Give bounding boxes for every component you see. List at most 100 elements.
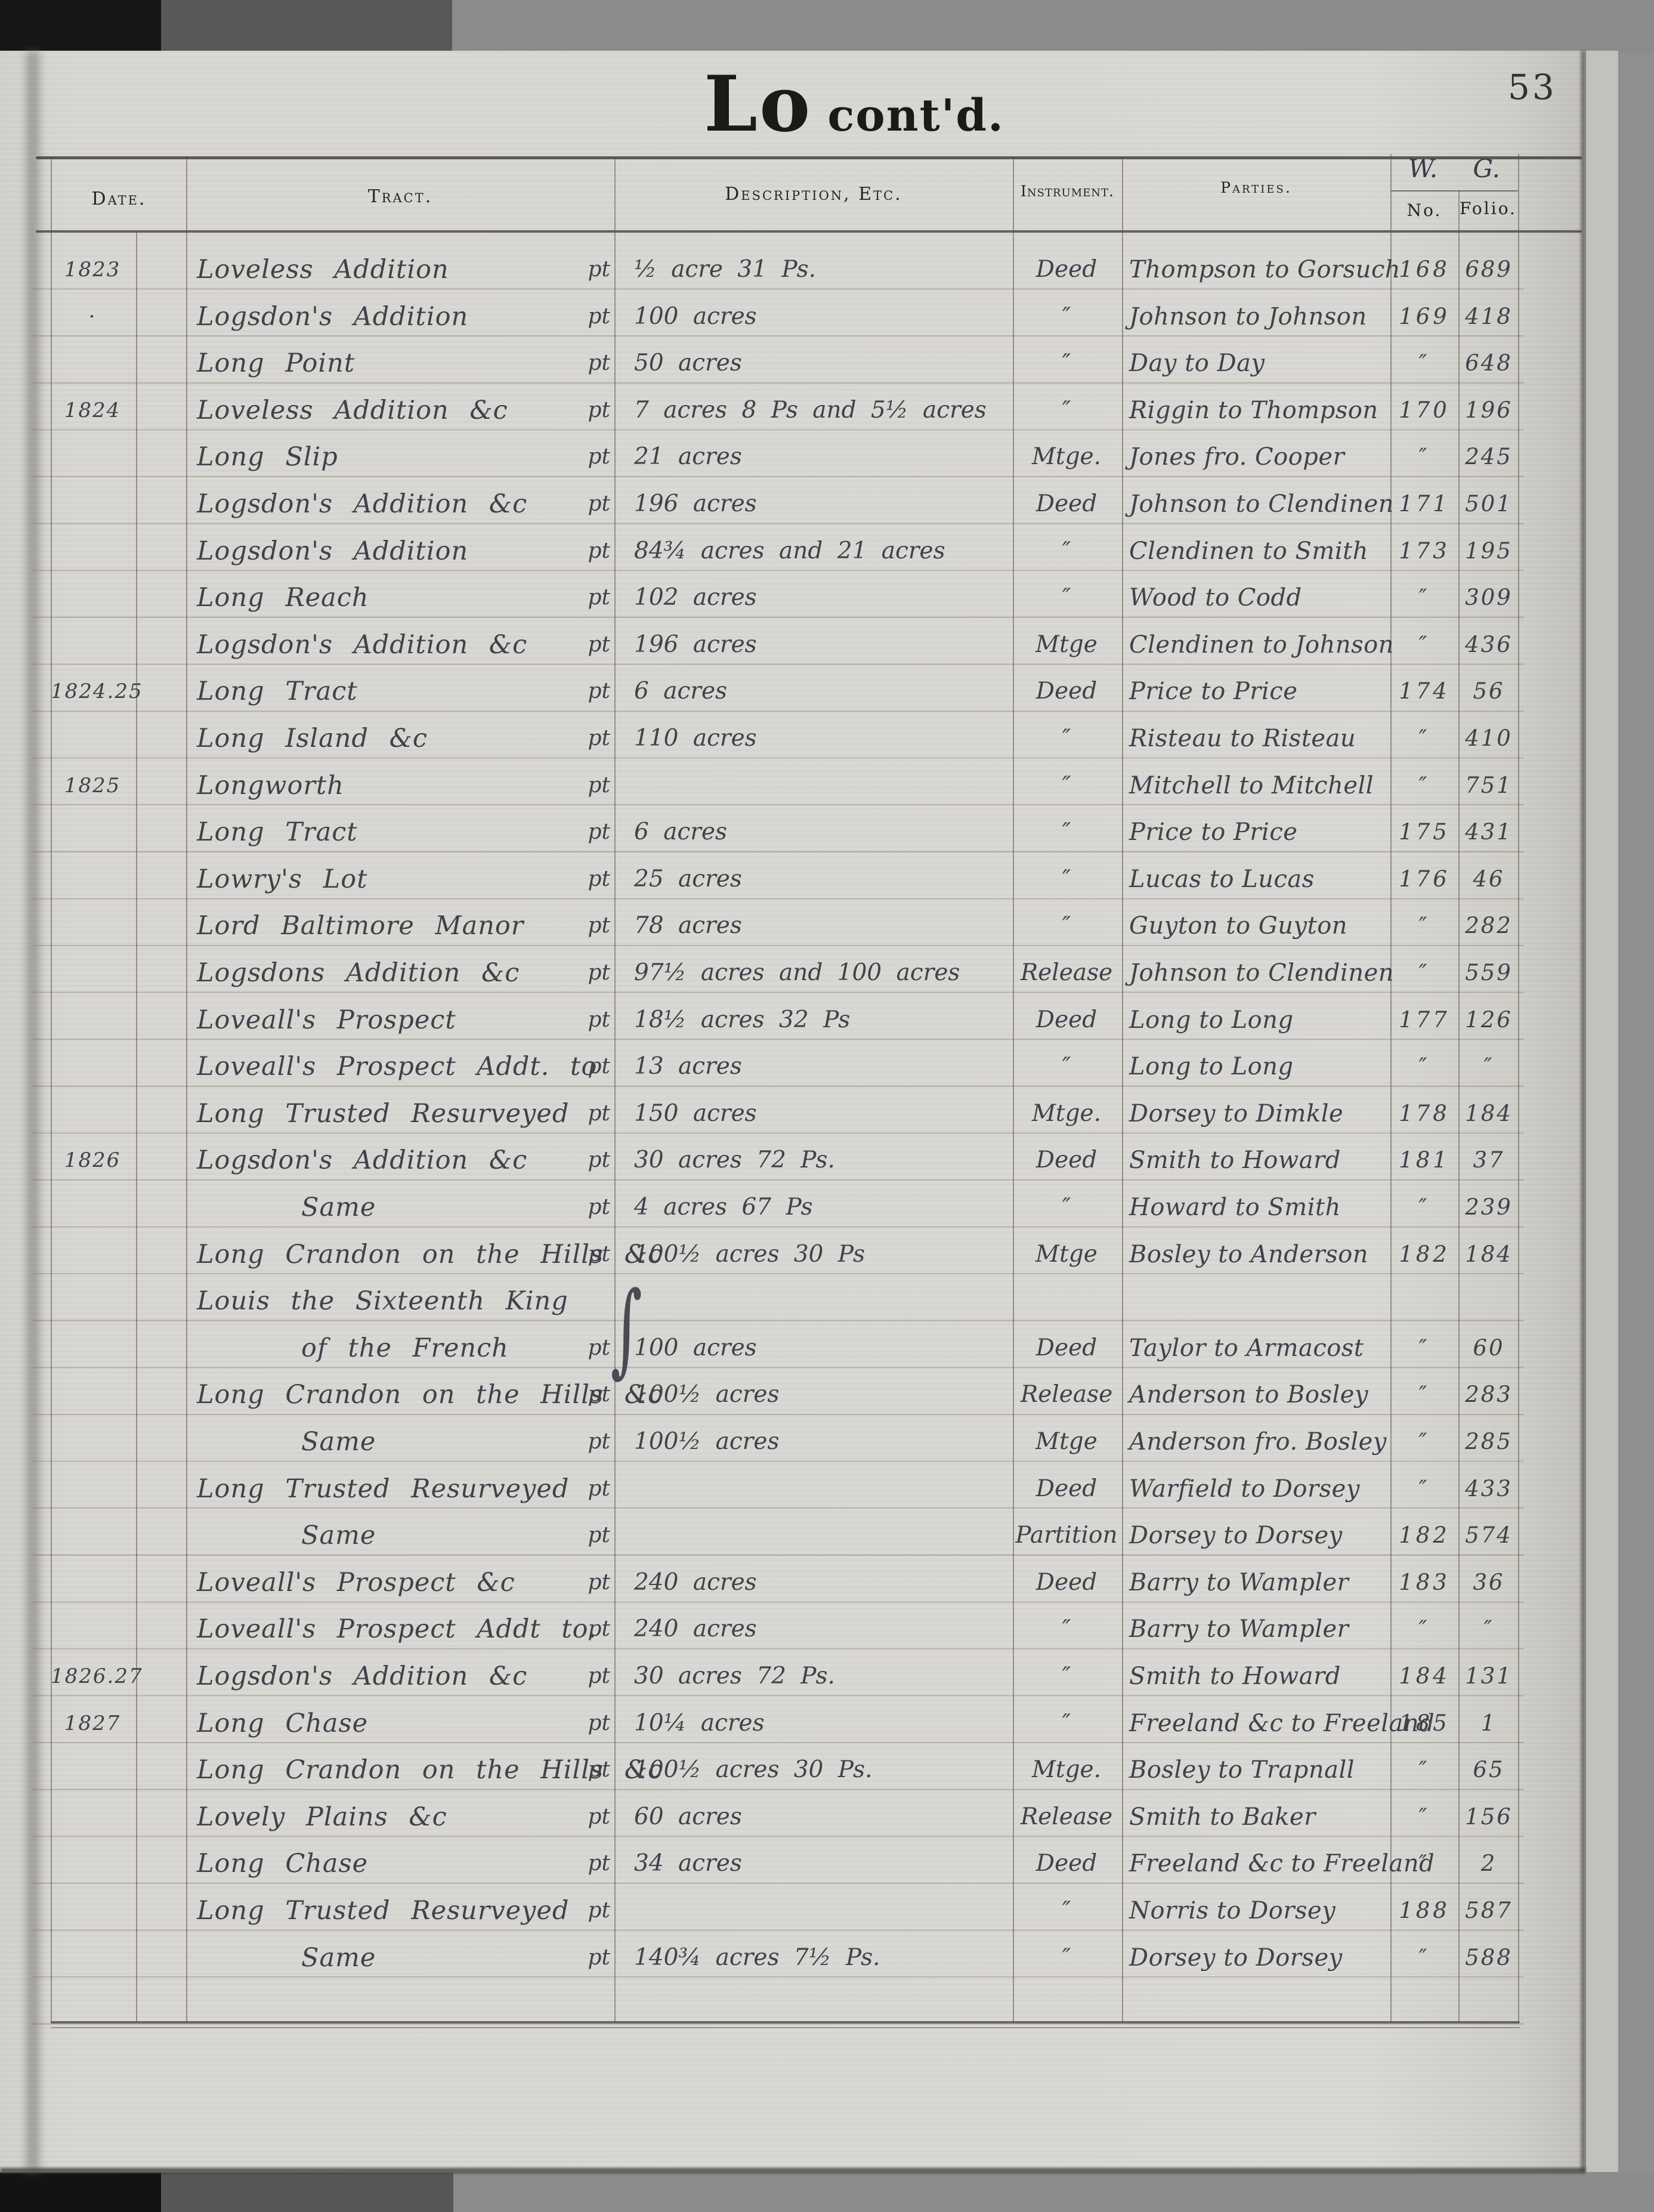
feint-rules bbox=[33, 243, 1524, 2029]
cell-parties: Clendinen to Smith bbox=[1129, 537, 1368, 565]
cell-description: 100 acres bbox=[634, 1334, 757, 1361]
cell-parties: Barry to Wampler bbox=[1129, 1568, 1349, 1596]
cell-folio: 126 bbox=[1465, 1006, 1513, 1033]
cell-folio: 418 bbox=[1465, 303, 1513, 329]
cell-description: 30 acres 72 Ps. bbox=[634, 1147, 835, 1174]
cell-parties: Riggin to Thompson bbox=[1129, 396, 1378, 424]
cell-no: ″ bbox=[1418, 913, 1430, 939]
cell-folio: 65 bbox=[1473, 1757, 1505, 1783]
cell-folio: 60 bbox=[1473, 1334, 1505, 1361]
cell-folio: 1 bbox=[1480, 1710, 1497, 1736]
cell-pt-mark: pt bbox=[588, 538, 610, 563]
cell-folio: 431 bbox=[1465, 819, 1513, 845]
cell-instrument: ″ bbox=[1062, 537, 1071, 564]
ledger-row: Logsdon's Addition &c pt 196 acres Deed … bbox=[0, 477, 1585, 532]
cell-pt-mark: pt bbox=[588, 1757, 610, 1782]
cell-parties: Taylor to Armacost bbox=[1129, 1334, 1364, 1362]
header-top-rule bbox=[36, 156, 1582, 159]
cell-pt-mark: pt bbox=[588, 492, 610, 516]
cell-tract: Same bbox=[301, 1942, 376, 1973]
cell-pt-mark: pt bbox=[588, 866, 610, 891]
ledger-row: 1823 Loveless Addition pt ½ acre 31 Ps. … bbox=[0, 242, 1585, 297]
cell-tract: Long Crandon on the Hills &c bbox=[197, 1755, 663, 1785]
cell-parties: Anderson fro. Bosley bbox=[1129, 1428, 1387, 1456]
cell-parties: Thompson to Gorsuch bbox=[1129, 256, 1401, 283]
cell-instrument: Mtge. bbox=[1031, 443, 1102, 471]
column-header-parties: Parties. bbox=[1220, 179, 1292, 196]
cell-parties: Smith to Howard bbox=[1129, 1147, 1341, 1175]
cell-parties: Bosley to Trapnall bbox=[1129, 1756, 1355, 1784]
cell-instrument: Deed bbox=[1035, 490, 1097, 517]
title-main: Lo bbox=[704, 60, 812, 149]
cell-date: 1824.25 bbox=[51, 679, 143, 704]
cell-instrument: Release bbox=[1020, 1381, 1113, 1408]
ledger-row: Same pt 100½ acres Mtge Anderson fro. Bo… bbox=[0, 1414, 1585, 1469]
cell-pt-mark: pt bbox=[588, 1007, 610, 1032]
ledger-row: Long Point pt 50 acres ″ Day to Day ″ 64… bbox=[0, 336, 1585, 391]
column-header-date: Date. bbox=[91, 189, 147, 209]
ledger-row: Logsdon's Addition &c pt 196 acres Mtge … bbox=[0, 617, 1585, 672]
cell-instrument: ″ bbox=[1062, 1897, 1071, 1924]
cell-tract: Long Trusted Resurveyed bbox=[197, 1896, 570, 1926]
cell-date: 1826 bbox=[64, 1148, 121, 1173]
ledger-row: Logsdon's Addition pt 84¾ acres and 21 a… bbox=[0, 524, 1585, 579]
cell-parties: Clendinen to Johnson bbox=[1129, 631, 1395, 659]
cell-tract: Lord Baltimore Manor bbox=[197, 911, 524, 941]
wg-underline bbox=[1391, 190, 1518, 191]
cell-folio: ″ bbox=[1483, 1616, 1494, 1642]
cell-instrument: ″ bbox=[1062, 1663, 1071, 1689]
cell-parties: Bosley to Anderson bbox=[1129, 1240, 1369, 1268]
cell-parties: Johnson to Johnson bbox=[1129, 302, 1367, 330]
cell-tract: Long Point bbox=[197, 348, 355, 379]
cell-tract: Loveall's Prospect Addt to. bbox=[197, 1614, 597, 1645]
cell-tract: Long Reach bbox=[197, 583, 369, 613]
cell-pt-mark: pt bbox=[588, 1945, 610, 1970]
cell-folio: 588 bbox=[1465, 1944, 1513, 1970]
column-header-wg: W. G. bbox=[1408, 154, 1500, 183]
cell-description: 150 acres bbox=[634, 1099, 757, 1127]
cell-parties: Risteau to Risteau bbox=[1129, 725, 1356, 752]
cell-instrument: ″ bbox=[1062, 396, 1071, 424]
ledger-row: Same pt 4 acres 67 Ps ″ Howard to Smith … bbox=[0, 1180, 1585, 1235]
cell-pt-mark: pt bbox=[588, 1710, 610, 1735]
cell-tract: Logsdon's Addition bbox=[197, 536, 469, 566]
ledger-row: Long Tract pt 6 acres ″ Price to Price 1… bbox=[0, 805, 1585, 860]
cell-folio: 184 bbox=[1465, 1100, 1513, 1126]
cell-no: ″ bbox=[1418, 1194, 1430, 1220]
ledger-row: Long Trusted Resurveyed pt ″ Norris to D… bbox=[0, 1883, 1585, 1938]
cell-tract: Logsdon's Addition &c bbox=[197, 1661, 528, 1691]
cell-instrument: ″ bbox=[1062, 912, 1071, 940]
cell-description: 6 acres bbox=[634, 678, 728, 705]
cell-pt-mark: pt bbox=[588, 1195, 610, 1219]
cell-folio: 501 bbox=[1465, 491, 1513, 517]
cell-no: ″ bbox=[1418, 1429, 1430, 1454]
cell-parties: Johnson to Clendinen bbox=[1129, 959, 1395, 987]
cell-folio: 436 bbox=[1465, 631, 1513, 657]
cell-folio: 587 bbox=[1465, 1898, 1513, 1923]
cell-folio: 46 bbox=[1473, 866, 1505, 892]
ledger-row: Loveall's Prospect &c pt 240 acres Deed … bbox=[0, 1555, 1585, 1610]
cell-date: 1825 bbox=[64, 773, 121, 798]
cell-description: 100½ acres 30 Ps. bbox=[634, 1756, 873, 1784]
cell-instrument: ″ bbox=[1062, 725, 1071, 752]
ledger-row: 1827 Long Chase pt 10¼ acres ″ Freeland … bbox=[0, 1696, 1585, 1751]
cell-tract: Logsdons Addition &c bbox=[197, 958, 520, 988]
cell-no: ″ bbox=[1418, 1616, 1430, 1642]
cell-folio: 433 bbox=[1465, 1475, 1513, 1502]
cell-pt-mark: pt bbox=[588, 1429, 610, 1454]
cell-parties: Barry to Wampler bbox=[1129, 1615, 1349, 1643]
cell-description: 100½ acres 30 Ps bbox=[634, 1240, 865, 1268]
cell-no: ″ bbox=[1418, 444, 1430, 470]
cell-date: 1827 bbox=[64, 1711, 121, 1735]
vrule-folio-right bbox=[1518, 154, 1519, 2022]
cell-tract: Long Chase bbox=[197, 1708, 369, 1738]
cell-tract: Long Crandon on the Hills &c bbox=[197, 1239, 663, 1269]
cell-no: 181 bbox=[1399, 1147, 1450, 1173]
binding-shadow bbox=[26, 51, 39, 2172]
ledger-row: 1824 Loveless Addition &c pt 7 acres 8 P… bbox=[0, 383, 1585, 438]
cell-date: · bbox=[88, 304, 97, 329]
cell-folio: 574 bbox=[1465, 1522, 1513, 1549]
ledger-row: Loveall's Prospect Addt to. pt 240 acres… bbox=[0, 1602, 1585, 1657]
cell-date: 1823 bbox=[64, 258, 121, 282]
column-header-no: No. bbox=[1406, 200, 1442, 220]
